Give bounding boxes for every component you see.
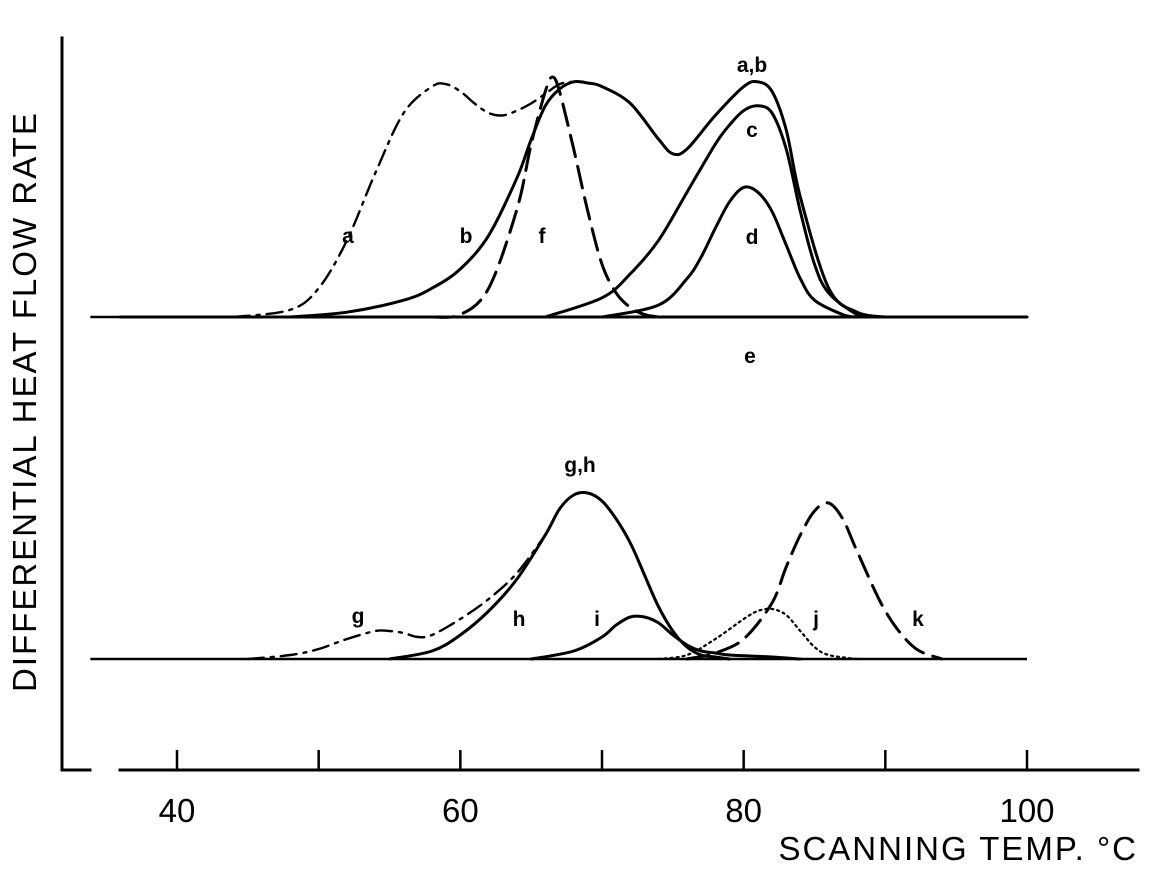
curves bbox=[118, 75, 1029, 661]
x-tick-label: 80 bbox=[725, 792, 762, 829]
x-tick-label: 40 bbox=[159, 792, 196, 829]
curve-label-b: b bbox=[460, 225, 473, 248]
curve-b bbox=[288, 79, 887, 319]
x-tick-label: 60 bbox=[442, 792, 479, 829]
curve-label-a-b: a,b bbox=[737, 54, 767, 77]
curve-f bbox=[430, 75, 661, 319]
curve-label-a: a bbox=[342, 225, 354, 248]
curve-label-j: j bbox=[812, 608, 819, 631]
curve-label-f: f bbox=[539, 225, 547, 248]
x-ticks bbox=[175, 750, 1029, 770]
curve-label-c: c bbox=[746, 119, 758, 142]
curve-k bbox=[685, 501, 944, 661]
y-axis-title: DIFFERENTIAL HEAT FLOW RATE bbox=[6, 111, 43, 692]
curve-c bbox=[543, 104, 873, 319]
x-axis-title: SCANNING TEMP. °C bbox=[778, 830, 1138, 867]
curve-d bbox=[600, 185, 859, 319]
curve-label-d: d bbox=[746, 226, 759, 249]
curve-label-i: i bbox=[594, 608, 600, 631]
curve-label-g-h: g,h bbox=[564, 454, 596, 477]
curve-j bbox=[657, 607, 859, 661]
curve-h bbox=[388, 490, 731, 661]
curve-a bbox=[232, 80, 887, 319]
curve-label-h: h bbox=[513, 608, 526, 631]
x-tick-labels: 40 60 80 100 bbox=[159, 792, 1055, 829]
curve-label-k: k bbox=[912, 608, 924, 631]
curve-label-e: e bbox=[744, 345, 756, 368]
curve-g bbox=[246, 533, 547, 661]
curve-i bbox=[529, 614, 802, 661]
x-tick-label: 100 bbox=[999, 792, 1054, 829]
curve-label-g: g bbox=[352, 605, 365, 628]
